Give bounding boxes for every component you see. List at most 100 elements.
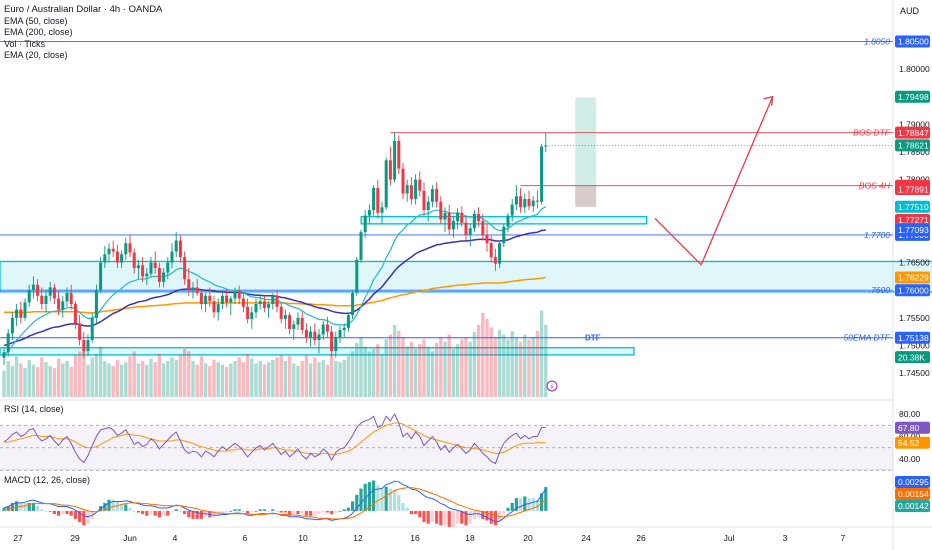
macd-histogram-bar [187,510,191,518]
candle-body [527,199,531,207]
volume-bar [77,351,82,397]
volume-bar [52,368,57,397]
candle-body [292,324,296,329]
macd-histogram-bar [296,510,300,515]
ema20-legend[interactable]: EMA (20, close) [4,50,68,60]
macd-histogram-bar [418,510,422,518]
demand-zone [0,347,635,356]
volume-bar [187,351,191,397]
time-tick-label: 12 [353,533,363,543]
macd-histogram-bar [229,510,233,512]
macd-histogram-bar [468,510,472,524]
macd-histogram-bar [330,510,334,515]
volume-bar [220,364,225,397]
candle-body [57,298,61,310]
price-tick-label: 1.78500 [899,147,930,157]
volume-bar [140,361,145,397]
time-tick-label: 20 [523,533,533,543]
candle-body [40,295,44,305]
time-tick-label: 24 [581,533,591,543]
candle-body [204,295,208,305]
volume-bar [258,361,262,397]
volume-bar [56,358,61,397]
price-badge-text: 1.77891 [898,184,929,194]
volume-bar [86,364,90,397]
volume-bar [275,357,279,397]
volume-bar [531,337,535,397]
candle-body [489,243,493,258]
candle-body [157,268,161,282]
volume-bar [334,361,338,397]
time-tick-label: 10 [298,533,308,543]
volume-bar [241,362,246,397]
macd-histogram-bar [472,510,476,519]
rsi-tick-label: 60.00 [899,432,921,442]
candle-body [258,301,262,305]
macd-histogram-bar [166,510,170,516]
macd-histogram-bar [27,502,31,511]
macd-histogram-bar [288,510,292,516]
level-label: BOS DTF [853,128,891,138]
volume-bar [455,344,460,397]
volume-bar [363,346,367,397]
time-tick-label: 3 [783,533,788,543]
candle-body [120,254,124,263]
ema200-line [4,276,546,314]
macd-histogram-bar [237,509,241,511]
macd-value-badge [895,476,930,488]
volume-bar [380,353,384,397]
volume-bar [107,363,111,397]
macd-title[interactable]: MACD (12, 26, close) [4,475,91,485]
candle-body [430,189,434,202]
time-tick-label: 18 [465,533,475,543]
volume-bar [502,334,506,397]
demand-zone [360,216,648,225]
rsi-title[interactable]: RSI (14, close) [4,404,64,414]
price-tick-label: 1.79000 [899,119,930,129]
ema200-legend[interactable]: EMA (200, close) [4,27,73,37]
candle-body [540,146,544,202]
candle-body [384,160,388,208]
symbol-title[interactable]: Euro / Australian Dollar · 4h · OANDA [4,4,163,15]
candle-body [388,160,392,180]
candle-body [136,265,140,269]
macd-histogram-bar [540,493,544,511]
candle-body [506,215,510,227]
macd-histogram-bar [258,509,262,511]
candle-body [241,298,245,307]
macd-histogram-bar [44,510,48,512]
volume-bar [434,343,439,397]
macd-histogram-bar [120,504,124,511]
volume-bar [476,325,481,397]
price-tick-label: 1.76500 [899,258,930,268]
level-label: 50EMA DTF [844,333,891,343]
candle-body [78,323,82,340]
volume-legend[interactable]: Vol · Ticks [4,38,46,49]
volume-bar [392,325,397,397]
candle-body [363,215,367,233]
stop-zone [575,185,597,207]
macd-histogram-bar [321,510,325,513]
candle-body [10,317,14,334]
volume-bar [23,368,27,397]
macd-histogram-bar [523,496,527,511]
macd-histogram-bar [262,509,266,511]
macd-histogram-bar [405,507,409,511]
volume-bar [535,331,540,397]
volume-bar [468,341,472,397]
candle-body [82,339,86,352]
currency-label[interactable]: AUD [900,6,920,16]
macd-histogram-bar [409,510,413,515]
macd-histogram-bar [300,510,304,515]
target-zone [575,97,597,207]
ema50-legend[interactable]: EMA (50, close) [4,15,68,26]
level-badge [895,284,930,297]
candle-body [372,187,376,211]
candle-body [288,315,292,329]
volume-bar [229,363,233,397]
candle-body [351,292,355,316]
macd-histogram-bar [338,510,342,512]
macd-histogram-bar [15,501,19,511]
macd-histogram-bar [498,510,502,521]
